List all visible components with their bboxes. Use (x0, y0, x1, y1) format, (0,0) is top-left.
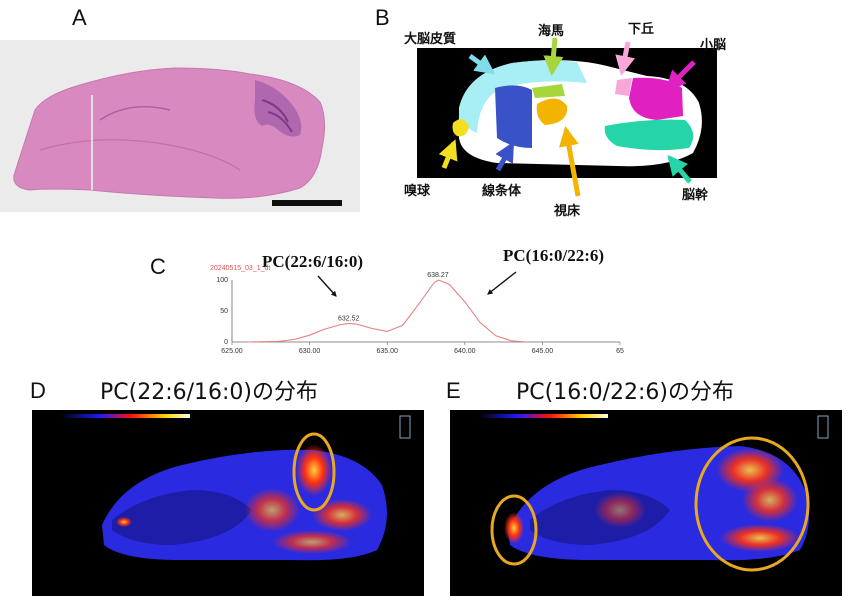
panel-a-letter: A (72, 5, 87, 30)
panel-d-letter: D (30, 378, 46, 403)
x-tick-label: 645.00 (532, 348, 554, 355)
x-tick-label: 625.00 (221, 348, 243, 355)
brain-region-atlas (417, 48, 717, 178)
x-tick-label: 635.00 (376, 348, 398, 355)
panel-c-letter: C (150, 254, 166, 279)
x-tick-label: 630.00 (299, 348, 321, 355)
peak-label-left: PC(22:6/16:0) (262, 252, 364, 271)
panel-d-title: PC(22:6/16:0)の分布 (100, 380, 319, 405)
x-tick-label: 640.00 (454, 348, 476, 355)
y-tick-label: 50 (220, 308, 228, 315)
label-hippocampus: 海馬 (538, 24, 565, 39)
chromatogram-trace (247, 279, 527, 343)
label-brainstem: 脳幹 (682, 188, 709, 203)
chromatogram: 625.00 630.00 635.00 640.00 645.00 65 100 50 0 6… (216, 272, 624, 355)
y-tick-label: 0 (224, 339, 228, 346)
peak-value-label: 632.52 (338, 315, 360, 322)
label-thalamus: 視床 (554, 204, 581, 219)
panel-e-letter: E (446, 378, 461, 403)
peak-value-label: 638.27 (427, 272, 449, 279)
chromatogram-file-label: 20240515_03_1_dt (210, 265, 271, 272)
panel-e-title: PC(16:0/22:6)の分布 (516, 380, 735, 405)
label-cerebellum: 小脳 (700, 38, 727, 53)
y-tick-label: 100 (216, 277, 228, 284)
he-stained-section-image (0, 40, 360, 212)
x-tick-label: 65 (616, 348, 624, 355)
label-inferior-colliculus: 下丘 (628, 22, 655, 37)
msi-image-e (450, 410, 842, 596)
label-cortex: 大脳皮質 (404, 32, 457, 47)
panel-b-letter: B (375, 5, 390, 30)
label-olfactory-bulb: 嗅球 (404, 184, 431, 199)
label-striatum: 線条体 (482, 184, 522, 199)
msi-image-d (32, 410, 424, 596)
peak-label-right: PC(16:0/22:6) (503, 246, 605, 265)
